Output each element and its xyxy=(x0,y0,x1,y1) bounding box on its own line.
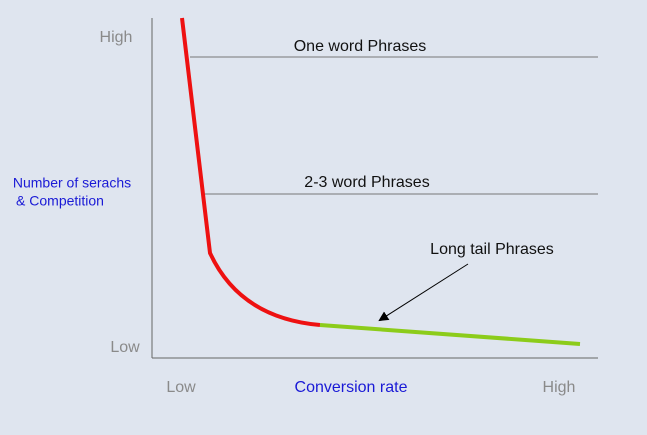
level-label: One word Phrases xyxy=(294,38,427,55)
x-label: Conversion rate xyxy=(295,379,408,396)
head-curve xyxy=(180,17,321,327)
y-label: Number of serachs xyxy=(13,175,131,191)
y-low: Low xyxy=(110,339,140,356)
x-low: Low xyxy=(166,379,196,396)
level-label: 2-3 word Phrases xyxy=(304,174,429,191)
tail-line xyxy=(319,323,581,346)
level-label: Long tail Phrases xyxy=(430,241,554,258)
y-label: & Competition xyxy=(16,193,104,209)
arrow xyxy=(378,263,469,322)
x-high: High xyxy=(543,379,576,396)
y-high: High xyxy=(100,29,133,46)
